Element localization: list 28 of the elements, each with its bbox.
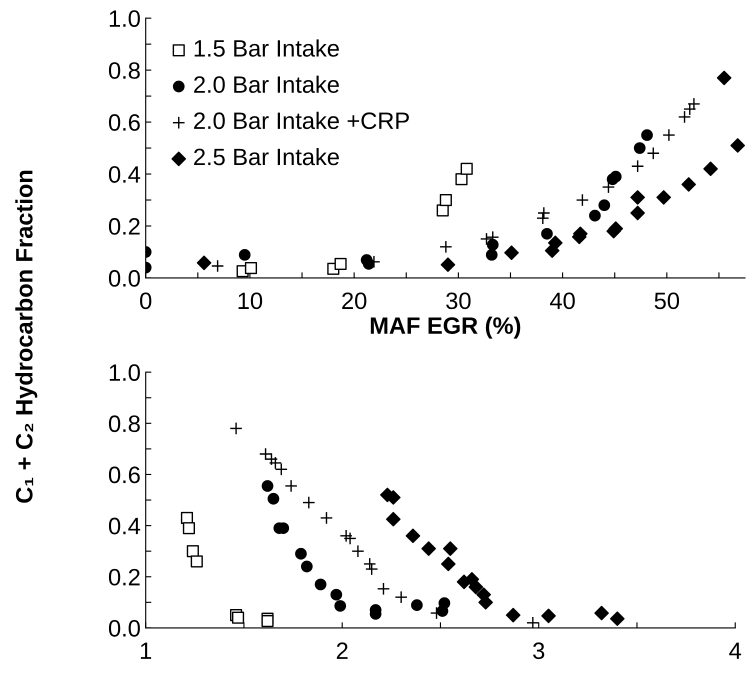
y-tick-label: 0.8 <box>108 62 140 79</box>
y-tick-label: 1.0 <box>110 10 140 27</box>
y-tick-label: 0.2 <box>108 218 140 235</box>
legend-label: 2.5 Bar Intake <box>194 148 339 166</box>
y-tick-label: 0.4 <box>108 518 140 534</box>
x-tick-label: 1 <box>140 642 152 659</box>
y-tick-label: 0.2 <box>108 568 140 586</box>
y-tick-label: 0.0 <box>108 270 140 287</box>
y-tick-label: 0.0 <box>108 620 140 637</box>
legend-label: 2.0 Bar Intake +CRP <box>194 112 409 130</box>
x-tick-label: 4 <box>729 642 742 659</box>
x-tick-label: 10 <box>238 292 262 310</box>
x-tick-label: 2 <box>336 642 348 659</box>
x-tick-label: 3 <box>533 642 544 660</box>
x-tick-label: 30 <box>446 292 471 310</box>
y-tick-label: 1.0 <box>110 364 140 381</box>
x-tick-label: 50 <box>654 292 680 310</box>
legend-label: 2.0 Bar Intake <box>194 76 339 93</box>
x-tick-label: 40 <box>550 292 575 310</box>
y-tick-label: 0.6 <box>108 114 140 131</box>
x-tick-label: 0 <box>140 292 152 310</box>
legend-label: 1.5 Bar Intake <box>194 39 339 57</box>
y-tick-label: 0.6 <box>108 466 140 484</box>
x-axis-title: MAF EGR (%) <box>370 316 520 339</box>
y-tick-label: 0.8 <box>108 415 140 432</box>
y-tick-label: 0.4 <box>108 166 140 183</box>
x-tick-label: 20 <box>342 292 366 310</box>
y-axis-title: C₁ + C₂ Hydrocarbon Fraction <box>15 170 38 503</box>
